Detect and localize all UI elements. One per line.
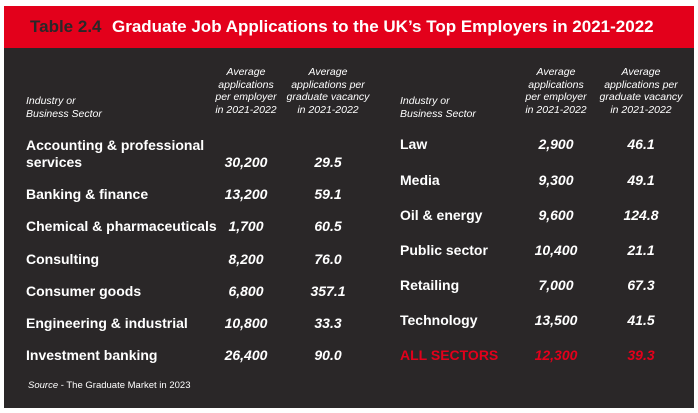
header-line: in 2021-2022 bbox=[297, 103, 359, 116]
row-label: Media bbox=[400, 172, 440, 188]
header-per-vacancy-right: Average applications per graduate vacanc… bbox=[592, 66, 690, 116]
header-line: Business Sector bbox=[26, 107, 102, 120]
header-per-employer-left: Average applications per employer in 202… bbox=[204, 66, 288, 116]
row-label: Law bbox=[400, 136, 428, 152]
cell-per-vacancy: 49.1 bbox=[627, 172, 655, 188]
row-label: Oil & energy bbox=[400, 207, 483, 223]
header-line: Average bbox=[226, 66, 266, 78]
header-line: Business Sector bbox=[400, 107, 476, 120]
cell-per-employer: 30,200 bbox=[224, 154, 268, 170]
row-label: Investment banking bbox=[26, 347, 158, 363]
header-line: Average bbox=[308, 66, 348, 78]
row-label: Banking & finance bbox=[26, 186, 149, 202]
cell-per-vacancy: 59.1 bbox=[314, 186, 342, 202]
header-line: Industry or bbox=[400, 95, 450, 107]
header-line: in 2021-2022 bbox=[610, 103, 672, 116]
header-line: applications per bbox=[604, 78, 678, 91]
header-line: in 2021-2022 bbox=[215, 103, 277, 116]
header-line: in 2021-2022 bbox=[525, 103, 587, 116]
source-note: Source - The Graduate Market in 2023 bbox=[28, 380, 190, 391]
row-label: Consulting bbox=[26, 251, 100, 267]
cell-per-employer: 13,500 bbox=[534, 312, 578, 328]
header-line: Industry or bbox=[26, 95, 76, 107]
table-title: Graduate Job Applications to the UK’s To… bbox=[112, 17, 654, 36]
header-line: applications bbox=[528, 78, 584, 91]
cell-per-vacancy: 33.3 bbox=[314, 315, 342, 331]
total-per-employer: 12,300 bbox=[534, 347, 578, 363]
source-text: - The Graduate Market in 2023 bbox=[58, 380, 191, 391]
cell-per-employer: 8,200 bbox=[228, 251, 264, 267]
cell-per-employer: 10,800 bbox=[224, 315, 268, 331]
row-label: Chemical & pharmaceuticals bbox=[26, 218, 217, 234]
header-industry-right: Industry or Business Sector bbox=[400, 95, 476, 120]
header-line: graduate vacancy bbox=[286, 91, 370, 103]
row-label: Technology bbox=[400, 312, 478, 328]
table-number: Table 2.4 bbox=[30, 17, 102, 36]
row-label: Retailing bbox=[400, 277, 460, 293]
cell-per-employer: 10,400 bbox=[534, 242, 578, 258]
row-label: Consumer goods bbox=[26, 283, 142, 299]
title-bar: Table 2.4 Graduate Job Applications to t… bbox=[4, 6, 694, 48]
cell-per-employer: 7,000 bbox=[538, 277, 574, 293]
cell-per-vacancy: 90.0 bbox=[314, 347, 342, 363]
cell-per-employer: 13,200 bbox=[224, 186, 268, 202]
header-line: per employer bbox=[215, 91, 277, 103]
cell-per-vacancy: 41.5 bbox=[627, 312, 655, 328]
cell-per-vacancy: 357.1 bbox=[310, 283, 346, 299]
cell-per-vacancy: 21.1 bbox=[627, 242, 655, 258]
header-line: applications bbox=[218, 78, 274, 91]
total-per-vacancy: 39.3 bbox=[627, 347, 655, 363]
header-per-employer-right: Average applications per employer in 202… bbox=[514, 66, 598, 116]
cell-per-vacancy: 46.1 bbox=[627, 136, 655, 152]
row-label: Public sector bbox=[400, 242, 488, 258]
header-line: Average bbox=[536, 66, 576, 78]
cell-per-employer: 9,600 bbox=[538, 207, 574, 223]
row-label: Accounting & professional services bbox=[26, 137, 205, 170]
cell-per-employer: 2,900 bbox=[538, 136, 574, 152]
cell-per-employer: 26,400 bbox=[224, 347, 268, 363]
total-row-label: ALL SECTORS bbox=[400, 347, 499, 363]
source-label: Source bbox=[28, 380, 59, 391]
table-card: Table 2.4 Graduate Job Applications to t… bbox=[4, 6, 694, 408]
row-label: Engineering & industrial bbox=[26, 315, 188, 331]
cell-per-vacancy: 67.3 bbox=[627, 277, 655, 293]
cell-per-vacancy: 76.0 bbox=[314, 251, 342, 267]
cell-per-vacancy: 60.5 bbox=[314, 218, 342, 234]
header-line: Average bbox=[621, 66, 661, 78]
cell-per-employer: 6,800 bbox=[228, 283, 264, 299]
cell-per-vacancy: 124.8 bbox=[623, 207, 659, 223]
cell-per-employer: 1,700 bbox=[228, 218, 264, 234]
header-line: applications per bbox=[291, 78, 365, 91]
header-line: graduate vacancy bbox=[599, 91, 683, 103]
header-per-vacancy-left: Average applications per graduate vacanc… bbox=[280, 66, 376, 116]
header-industry-left: Industry or Business Sector bbox=[26, 95, 102, 120]
header-line: per employer bbox=[525, 91, 587, 103]
cell-per-employer: 9,300 bbox=[538, 172, 574, 188]
cell-per-vacancy: 29.5 bbox=[314, 154, 342, 170]
